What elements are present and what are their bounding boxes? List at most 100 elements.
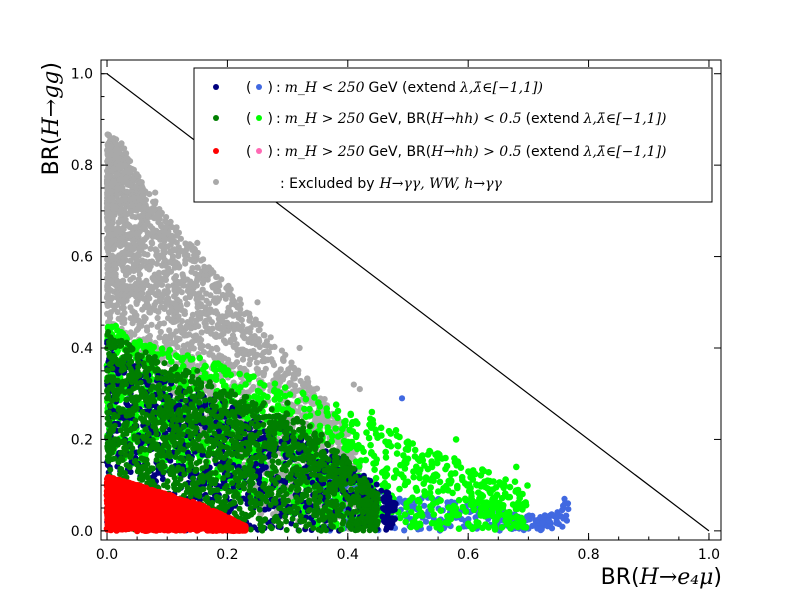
light-blue-point — [559, 523, 566, 530]
excluded-point — [189, 257, 197, 264]
excluded-point — [119, 285, 126, 292]
excluded-point — [241, 349, 248, 356]
excluded-point — [109, 294, 116, 301]
excluded-point — [106, 225, 113, 232]
excluded-point — [109, 202, 116, 209]
excluded-point — [157, 328, 164, 336]
light-green-point — [479, 504, 486, 511]
excluded-point — [108, 188, 115, 195]
excluded-point — [129, 213, 136, 220]
excluded-point — [220, 337, 228, 344]
excluded-point — [154, 314, 161, 322]
light-green-point — [314, 409, 322, 417]
excluded-point — [260, 332, 267, 339]
light-green-point — [455, 496, 463, 504]
excluded-point — [262, 365, 269, 372]
light-green-outlier-point — [452, 436, 460, 443]
light-green-point — [339, 425, 346, 433]
light-green-point — [301, 405, 308, 413]
light-green-point — [491, 525, 499, 532]
excluded-point — [230, 343, 237, 350]
excluded-point — [110, 165, 117, 172]
light-green-outlier-point — [501, 481, 508, 489]
excluded-point — [231, 326, 238, 333]
light-blue-point — [421, 502, 428, 509]
light-green-point — [411, 446, 419, 454]
light-green-point — [519, 503, 527, 511]
light-green-point — [373, 456, 381, 463]
excluded-point — [239, 332, 246, 340]
excluded-point — [304, 376, 311, 383]
light-green-point — [442, 454, 449, 462]
excluded-point — [118, 217, 125, 224]
light-green-point — [411, 453, 419, 460]
excluded-point — [141, 250, 148, 257]
excluded-point — [246, 310, 253, 317]
excluded-point — [156, 334, 163, 341]
excluded-outlier-point — [350, 381, 357, 388]
excluded-point — [106, 312, 113, 319]
light-green-point — [486, 488, 494, 496]
excluded-point — [216, 354, 223, 361]
excluded-point — [224, 319, 231, 326]
excluded-point — [179, 248, 186, 255]
excluded-outlier-point — [296, 344, 303, 352]
excluded-point — [163, 219, 170, 226]
light-green-point — [136, 338, 143, 345]
excluded-point — [115, 241, 122, 248]
dark-blue-point — [381, 495, 388, 501]
excluded-point — [157, 221, 164, 228]
light-green-point — [396, 485, 403, 493]
excluded-point — [206, 328, 214, 335]
excluded-point — [146, 266, 153, 273]
light-green-point — [421, 488, 428, 495]
light-green-point — [429, 474, 436, 482]
light-green-point — [324, 428, 332, 436]
excluded-point — [197, 309, 204, 316]
light-green-point — [360, 448, 367, 456]
excluded-point — [313, 416, 320, 423]
light-green-point — [382, 448, 390, 456]
excluded-point — [266, 382, 273, 389]
light-green-point — [430, 511, 438, 518]
excluded-point — [192, 332, 200, 339]
scatter-points — [103, 131, 572, 535]
excluded-point — [127, 304, 134, 311]
light-blue-point — [538, 526, 545, 533]
dark-blue-point — [373, 481, 380, 488]
excluded-point — [124, 264, 131, 271]
excluded-point — [177, 280, 184, 287]
excluded-point — [127, 196, 134, 203]
light-green-point — [483, 499, 491, 506]
light-green-point — [402, 479, 410, 487]
light-green-point — [426, 489, 434, 497]
excluded-point — [131, 309, 138, 316]
light-green-point — [254, 394, 262, 402]
excluded-point — [169, 253, 177, 260]
excluded-point — [104, 265, 111, 273]
light-green-point — [413, 487, 421, 494]
excluded-point — [146, 295, 153, 302]
light-green-point — [462, 497, 470, 504]
light-green-point — [306, 405, 313, 413]
light-green-point — [428, 458, 436, 465]
excluded-point — [104, 237, 111, 244]
excluded-point — [161, 257, 169, 264]
light-green-point — [172, 352, 180, 359]
light-green-point — [524, 482, 531, 489]
light-blue-point — [553, 520, 560, 527]
excluded-point — [120, 226, 127, 233]
light-green-point — [398, 471, 405, 478]
light-green-point — [334, 433, 342, 440]
excluded-point — [187, 278, 194, 285]
light-green-point — [347, 411, 355, 419]
excluded-point — [241, 365, 248, 372]
excluded-point — [153, 260, 160, 267]
light-blue-point — [565, 506, 572, 513]
light-blue-outlier-point — [422, 518, 430, 525]
light-green-point — [196, 354, 203, 362]
light-green-point — [436, 478, 444, 486]
light-green-point — [302, 395, 310, 403]
light-green-point — [448, 470, 455, 477]
excluded-point — [154, 290, 161, 297]
